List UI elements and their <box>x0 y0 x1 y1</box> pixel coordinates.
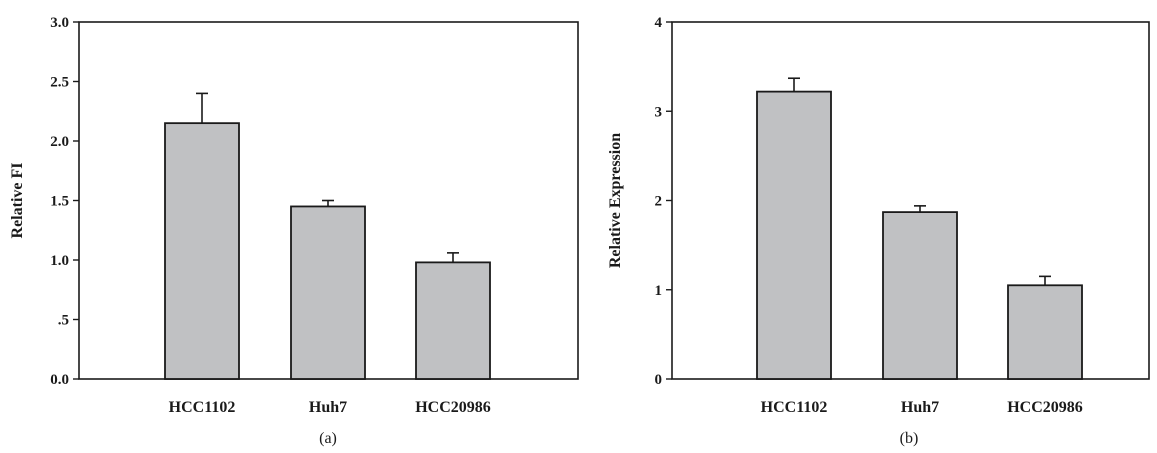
category-label: HCC1102 <box>761 399 828 416</box>
panel-label: (a) <box>319 430 337 447</box>
y-axis-label: Relative Expression <box>607 133 624 268</box>
category-label: HCC20986 <box>1007 399 1083 416</box>
bar-hcc1102 <box>756 90 832 380</box>
y-tick-label: 1.0 <box>50 253 69 269</box>
chart-b: 0 1 2 3 4 HCC1102 Huh7 HCC20986 Relative Express… <box>607 15 1150 447</box>
y-tick-label: 2.0 <box>50 134 69 150</box>
y-tick-label: 2.5 <box>50 75 69 91</box>
chart-a: 0.0 .5 1.0 1.5 2.0 2.5 3.0 HCC1102 Huh7 HCC20986 R… <box>9 15 579 447</box>
y-axis-label: Relative FI <box>9 163 26 239</box>
panel-label: (b) <box>900 430 919 447</box>
y-tick-label: 3.0 <box>50 15 69 31</box>
category-label: HCC1102 <box>169 399 236 416</box>
y-tick-label: .5 <box>58 313 69 329</box>
y-tick-label: 3 <box>655 104 663 120</box>
category-label: HCC20986 <box>415 399 491 416</box>
bar-hcc20986 <box>415 261 491 380</box>
bar-huh7 <box>290 205 366 380</box>
bar-hcc20986 <box>1007 284 1083 380</box>
y-tick-label: 4 <box>655 15 663 31</box>
y-tick-label: 2 <box>655 194 663 210</box>
y-tick-label: 1.5 <box>50 194 69 210</box>
bar-hcc1102 <box>164 122 240 380</box>
category-label: Huh7 <box>309 399 347 416</box>
y-tick-label: 1 <box>655 283 663 299</box>
category-label: Huh7 <box>901 399 939 416</box>
bar-huh7 <box>882 211 958 380</box>
y-tick-label: 0 <box>655 372 663 388</box>
y-tick-label: 0.0 <box>50 372 69 388</box>
